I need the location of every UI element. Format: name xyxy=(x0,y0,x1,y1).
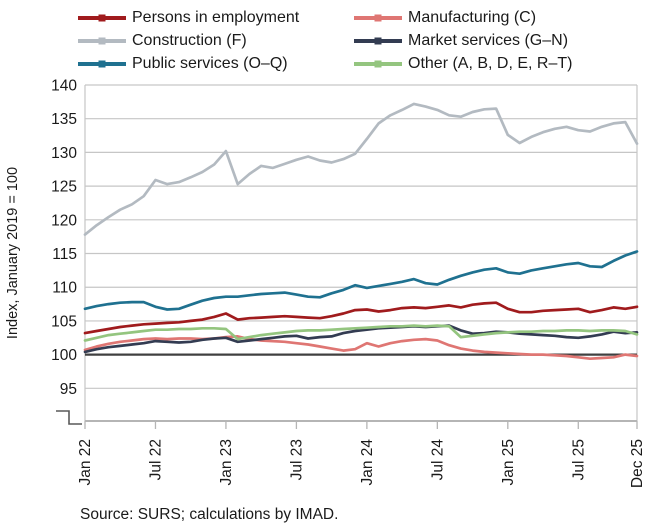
legend-label: Construction (F) xyxy=(132,31,247,49)
legend-item: Public services (O–Q) xyxy=(78,54,354,72)
y-tick-label: 130 xyxy=(51,145,77,162)
x-tick-label: Jan 23 xyxy=(218,439,235,486)
x-tick-label-group: Jul 24 xyxy=(429,439,446,481)
legend-item: Market services (G–N) xyxy=(354,31,572,49)
legend: Persons in employment Manufacturing (C) Co… xyxy=(78,6,572,75)
series-line-construction-f xyxy=(83,102,639,236)
x-tick-label: Jan 25 xyxy=(500,439,517,486)
x-tick-label-group: Jul 22 xyxy=(147,439,164,480)
series-line-persons-in-employment xyxy=(83,301,639,335)
legend-item: Construction (F) xyxy=(78,31,354,49)
legend-swatch-icon xyxy=(354,38,402,43)
legend-label: Other (A, B, D, E, R–T) xyxy=(408,54,573,72)
legend-swatch-icon xyxy=(78,61,126,66)
y-tick-label: 135 xyxy=(51,111,77,128)
y-tick-label: 110 xyxy=(52,280,77,297)
x-tick-label-group: Dec 25 xyxy=(629,439,646,488)
x-tick-label-group: Jan 24 xyxy=(359,439,376,486)
y-tick-label: 115 xyxy=(52,246,77,263)
x-tick-label: Jul 25 xyxy=(570,439,587,480)
series-line-market-services-g-n xyxy=(83,324,639,354)
legend-label: Manufacturing (C) xyxy=(408,8,537,26)
x-tick-label-group: Jan 22 xyxy=(77,439,94,486)
legend-swatch-icon xyxy=(354,61,402,66)
x-tick-label: Dec 25 xyxy=(629,439,646,488)
y-tick-label: 100 xyxy=(51,347,77,364)
series-line-other-a-b-d-e-r-t xyxy=(83,324,639,342)
x-tick-label: Jul 24 xyxy=(429,439,446,481)
x-tick-label-group: Jul 23 xyxy=(288,439,305,480)
legend-item: Persons in employment xyxy=(78,8,354,26)
x-tick-label-group: Jan 25 xyxy=(500,439,517,486)
series-line-public-services-o-q xyxy=(83,250,639,311)
legend-swatch-icon xyxy=(354,15,402,20)
x-tick-label: Jan 24 xyxy=(359,439,376,486)
x-tick-label-group: Jan 23 xyxy=(218,439,235,486)
x-tick-label: Jul 22 xyxy=(147,439,164,480)
y-tick-label: 125 xyxy=(51,179,77,196)
legend-item: Other (A, B, D, E, R–T) xyxy=(354,54,573,72)
y-tick-label: 120 xyxy=(51,212,77,229)
axis-break-icon xyxy=(56,410,82,425)
y-axis-title: Index, January 2019 = 100 xyxy=(5,166,21,340)
x-tick-label: Jul 23 xyxy=(288,439,305,480)
legend-label: Public services (O–Q) xyxy=(132,54,288,72)
legend-label: Market services (G–N) xyxy=(408,31,569,49)
source-note: Source: SURS; calculations by IMAD. xyxy=(80,506,339,523)
legend-label: Persons in employment xyxy=(132,8,300,26)
legend-swatch-icon xyxy=(78,15,126,20)
x-tick-label-group: Jul 25 xyxy=(570,439,587,480)
legend-swatch-icon xyxy=(78,38,126,43)
series-line-manufacturing-c xyxy=(83,335,639,361)
y-tick-label: 140 xyxy=(51,78,77,95)
y-tick-label: 105 xyxy=(51,313,77,330)
legend-item: Manufacturing (C) xyxy=(354,8,572,26)
y-tick-label: 95 xyxy=(60,381,77,398)
x-tick-label: Jan 22 xyxy=(77,439,94,486)
